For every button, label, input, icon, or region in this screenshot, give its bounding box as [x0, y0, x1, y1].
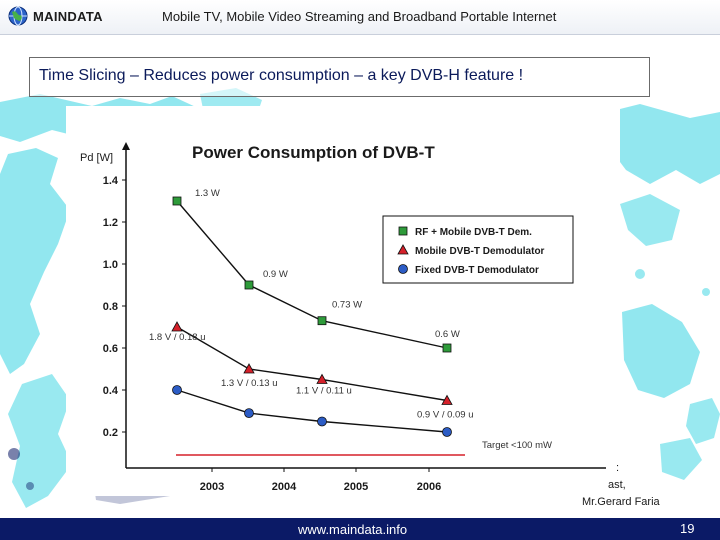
- data-label: 0.9 V / 0.09 u: [417, 410, 474, 421]
- header-title: Mobile TV, Mobile Video Streaming and Br…: [162, 9, 557, 24]
- data-point-circle: [244, 408, 254, 419]
- data-label: 0.6 W: [435, 329, 460, 340]
- data-point-circle: [317, 416, 327, 427]
- data-point-square: [317, 316, 327, 326]
- legend-marker-triangle: [397, 244, 409, 255]
- y-tick-label: 0.2: [103, 427, 118, 439]
- data-point-triangle: [243, 363, 255, 374]
- data-point-circle: [172, 385, 182, 395]
- chart-title: Power Consumption of DVB-T: [192, 143, 435, 162]
- legend-label: Fixed DVB-T Demodulator: [415, 265, 539, 276]
- data-point-triangle: [316, 373, 328, 384]
- x-tick-label: 2005: [344, 481, 368, 493]
- legend-marker-square: [398, 226, 408, 236]
- chart-legend: RF + Mobile DVB-T Dem. Mobile DVB-T Demod…: [382, 215, 574, 284]
- y-tick-label: 1.0: [103, 259, 118, 271]
- maindata-logo: MAINDATA: [8, 6, 103, 26]
- y-tick-label: 0.6: [103, 343, 118, 355]
- chart-y-axis-label: Pd [W]: [80, 152, 113, 164]
- y-tick-label: 0.8: [103, 301, 118, 313]
- data-point-triangle: [171, 321, 183, 332]
- credit-line-2: ast,: [608, 479, 626, 491]
- y-tick-label: 1.4: [103, 175, 119, 187]
- legend-label: Mobile DVB-T Demodulator: [415, 246, 545, 257]
- data-label: 1.1 V / 0.11 u: [296, 386, 352, 397]
- credit-line-3: Mr.Gerard Faria: [582, 496, 660, 508]
- slide-title: Time Slicing – Reduces power consumption…: [39, 67, 524, 84]
- data-point-circle: [442, 427, 452, 437]
- y-tick-label: 1.2: [103, 217, 118, 229]
- data-point-triangle: [441, 394, 453, 405]
- slide-title-box: Time Slicing – Reduces power consumption…: [29, 57, 650, 97]
- chart-canvas: Power Consumption of DVB-T Pd [W] 1.4 1.2…: [80, 142, 606, 493]
- data-label: 1.3 V / 0.13 u: [221, 378, 278, 389]
- power-consumption-chart: Power Consumption of DVB-T Pd [W] 1.4 1.2…: [66, 106, 620, 496]
- footer-url-link[interactable]: www.maindata.info: [298, 522, 408, 537]
- logo-text: MAINDATA: [33, 8, 103, 24]
- data-point-square: [442, 343, 452, 353]
- data-label: 1.3 W: [195, 188, 220, 199]
- series-line: [176, 389, 448, 433]
- globe-icon: [8, 6, 28, 26]
- data-label: 1.8 V / 0.18 u: [149, 332, 206, 343]
- data-label: 0.9 W: [263, 269, 288, 280]
- x-tick-label: 2003: [200, 481, 224, 493]
- x-tick-label: 2004: [272, 481, 297, 493]
- y-tick-label: 0.4: [103, 385, 119, 397]
- legend-box: [382, 215, 574, 284]
- legend-label: RF + Mobile DVB-T Dem.: [415, 227, 532, 238]
- footer-bar: www.maindata.info 19: [0, 518, 720, 540]
- x-tick-label: 2006: [417, 481, 441, 493]
- series-line: [176, 200, 448, 349]
- y-axis-arrow: [122, 142, 130, 150]
- credit-line-1: :: [616, 462, 620, 474]
- chart-marks: 1.3 W 0.9 W 0.73 W 0.6 W 1.8 V / 0.18 u 1.3 V…: [149, 188, 552, 456]
- legend-marker-circle: [398, 264, 408, 274]
- data-point-square: [244, 280, 254, 290]
- data-label: 0.73 W: [332, 300, 362, 311]
- data-point-square: [172, 196, 182, 206]
- page-number: 19: [680, 521, 695, 536]
- chart-axes: 1.4 1.2 1.0 0.8 0.6 0.4 0.2 2003 2004 2005 2006: [103, 142, 606, 493]
- target-label: Target <100 mW: [482, 440, 552, 451]
- header-bar: MAINDATA Mobile TV, Mobile Video Streami…: [0, 0, 720, 35]
- series-line: [176, 326, 448, 402]
